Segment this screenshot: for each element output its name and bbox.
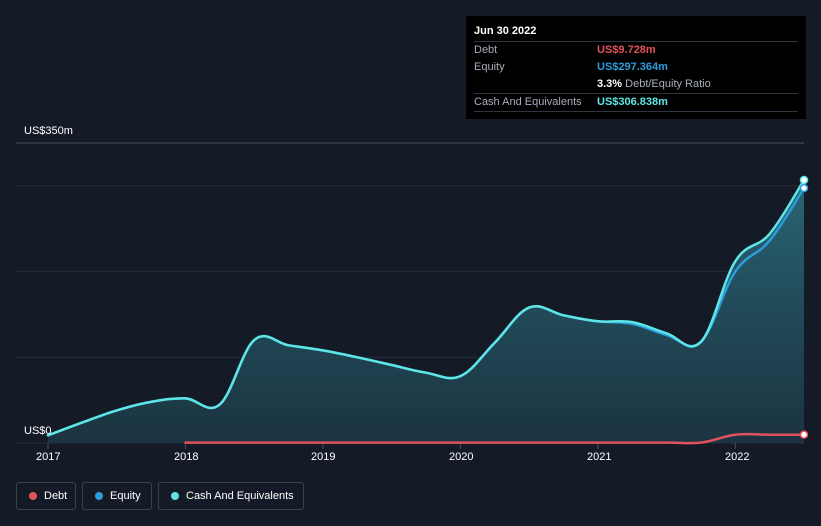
- debt-line: [184, 432, 806, 445]
- tooltip-row-ratio: 3.3% Debt/Equity Ratio: [474, 76, 798, 93]
- y-tick-label-top: US$350m: [24, 125, 73, 137]
- data-tooltip: Jun 30 2022 Debt US$9.728m Equity US$297…: [466, 16, 806, 119]
- cash-area-fill: [48, 180, 804, 443]
- cash-line: [46, 178, 806, 437]
- legend-cash-label: Cash And Equivalents: [186, 490, 294, 502]
- x-tick-label-2022: 2022: [725, 451, 750, 463]
- legend-item-equity[interactable]: Equity: [82, 482, 152, 510]
- tooltip-ratio: 3.3% Debt/Equity Ratio: [597, 76, 711, 93]
- y-tick-label-bottom: US$0: [24, 425, 52, 437]
- tooltip-row-cash: Cash And Equivalents US$306.838m: [474, 93, 798, 111]
- legend-equity-dot-icon: [95, 492, 103, 500]
- tooltip-equity-value: US$297.364m: [597, 61, 668, 73]
- cash-end-point: [799, 175, 809, 185]
- equity-end-point: [799, 183, 809, 193]
- tooltip-equity-label: Equity: [474, 61, 505, 73]
- tooltip-ratio-label: Debt/Equity Ratio: [625, 78, 711, 90]
- tooltip-row-equity: Equity US$297.364m: [474, 59, 798, 76]
- legend-cash-dot-icon: [171, 492, 179, 500]
- legend-equity-label: Equity: [110, 490, 141, 502]
- x-tick-label-2020: 2020: [449, 451, 474, 463]
- legend-debt-dot-icon: [29, 492, 37, 500]
- x-tick-label-2017: 2017: [36, 451, 61, 463]
- x-axis-ticks: [47, 443, 736, 449]
- tooltip-bottom-divider: [474, 111, 798, 113]
- legend-debt-label: Debt: [44, 490, 68, 502]
- debt-end-point: [799, 430, 809, 439]
- x-tick-label-2019: 2019: [311, 451, 336, 463]
- series-layer: [46, 175, 809, 445]
- x-tick-label-2018: 2018: [174, 451, 199, 463]
- tooltip-date: Jun 30 2022: [474, 25, 537, 37]
- legend-item-cash[interactable]: Cash And Equivalents: [158, 482, 304, 510]
- x-tick-label-2021: 2021: [587, 451, 612, 463]
- tooltip-debt-label: Debt: [474, 44, 498, 56]
- tooltip-row-debt: Debt US$9.728m: [474, 41, 798, 59]
- tooltip-debt-value: US$9.728m: [597, 44, 656, 56]
- tooltip-cash-value: US$306.838m: [597, 96, 668, 108]
- legend-item-debt[interactable]: Debt: [16, 482, 76, 510]
- tooltip-cash-label: Cash And Equivalents: [474, 96, 582, 108]
- tooltip-ratio-value: 3.3%: [597, 78, 623, 90]
